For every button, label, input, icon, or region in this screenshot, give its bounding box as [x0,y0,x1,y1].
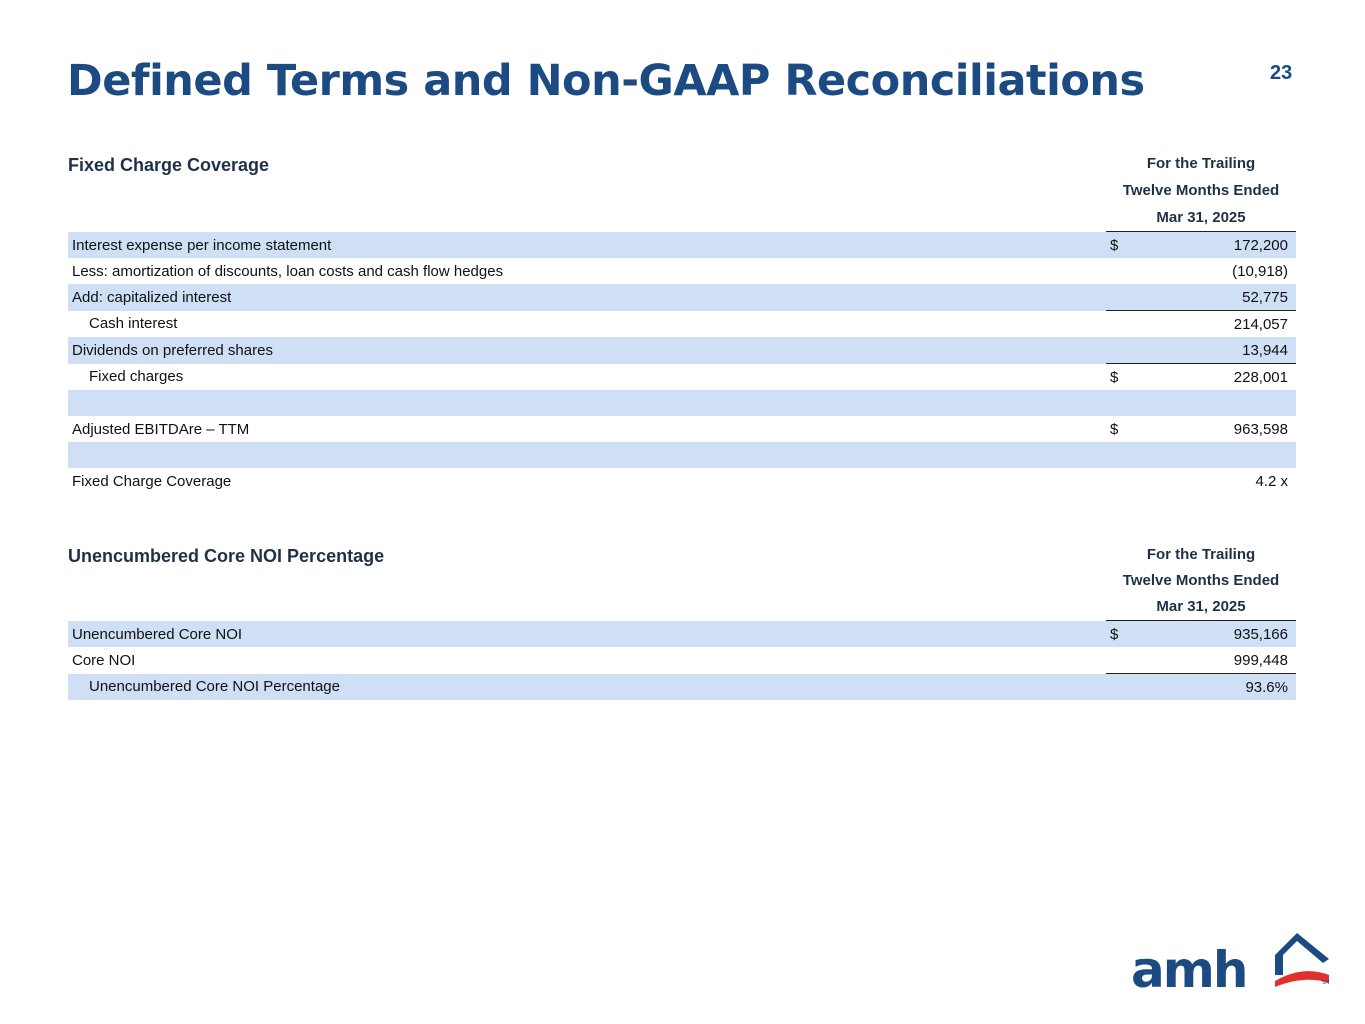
row-value: 93.6% [1136,673,1296,700]
currency: $ [1106,363,1136,390]
row: Add: capitalized interest 52,775 [68,284,1296,311]
column-header: For the Trailing [1146,155,1256,172]
row: Fixed charges $228,001 [68,363,1296,390]
row: Core NOI 999,448 [68,647,1296,674]
row: Unencumbered Core NOI $935,166 [68,621,1296,647]
logo-mark: SM [1322,980,1330,986]
column-header: Twelve Months Ended [1122,572,1280,589]
section-title: Fixed Charge Coverage [68,155,270,175]
header-rule [1106,620,1296,621]
header-rule [1106,231,1296,232]
row-value: 228,001 [1136,363,1296,390]
column-header: Mar 31, 2025 [1156,598,1246,615]
row: Unencumbered Core NOI Percentage 93.6% [68,673,1296,700]
logo: amh SM [1131,933,1330,995]
row-label: Core NOI [72,651,136,669]
column-header: For the Trailing [1146,546,1256,563]
row-value: 963,598 [1233,420,1288,438]
row: Adjusted EBITDAre – TTM $963,598 [68,416,1296,442]
row-label: Unencumbered Core NOI Percentage [68,673,1106,700]
row-label: Fixed Charge Coverage [72,472,232,490]
logo-text: amh [1131,941,1246,995]
row-label: Interest expense per income statement [68,232,1106,258]
row-label: Cash interest [89,315,178,333]
row: Cash interest 214,057 [68,310,1296,337]
row-value: 214,057 [1136,310,1296,337]
blank-row [68,442,1296,468]
currency: $ [1106,621,1136,647]
fixed-charge-table: Interest expense per income statement $17… [68,232,1296,494]
row-label: Fixed charges [89,368,184,386]
blank-row [68,390,1296,416]
row-value: 935,166 [1136,621,1296,647]
column-header: Mar 31, 2025 [1156,209,1246,226]
row-value: 13,944 [1136,337,1296,364]
row: Fixed Charge Coverage 4.2 x [68,468,1296,494]
row-value: 172,200 [1136,232,1296,258]
row-value: 4.2 x [1255,472,1288,490]
section-title: Unencumbered Core NOI Percentage [68,546,385,566]
logo-house [1275,933,1329,975]
row-label: Less: amortization of discounts, loan co… [72,262,504,280]
row: Interest expense per income statement $17… [68,232,1296,258]
row: Less: amortization of discounts, loan co… [68,258,1296,284]
row: Dividends on preferred shares 13,944 [68,337,1296,364]
column-header: Twelve Months Ended [1122,182,1280,199]
row-value: (10,918) [1232,262,1288,280]
unencumbered-table: Unencumbered Core NOI $935,166 Core NOI 99… [68,621,1296,700]
currency: $ [1110,420,1119,438]
row-label: Unencumbered Core NOI [68,621,1106,647]
row-label: Dividends on preferred shares [68,337,1106,364]
row-value: 52,775 [1136,284,1296,311]
logo-swoosh [1275,971,1329,987]
page-title: Defined Terms and Non-GAAP Reconciliatio… [67,56,1145,106]
row-value: 999,448 [1233,651,1288,669]
row-label: Adjusted EBITDAre – TTM [72,420,250,438]
currency: $ [1106,232,1136,258]
page-number: 23 [1270,62,1293,84]
row-label: Add: capitalized interest [68,284,1106,311]
